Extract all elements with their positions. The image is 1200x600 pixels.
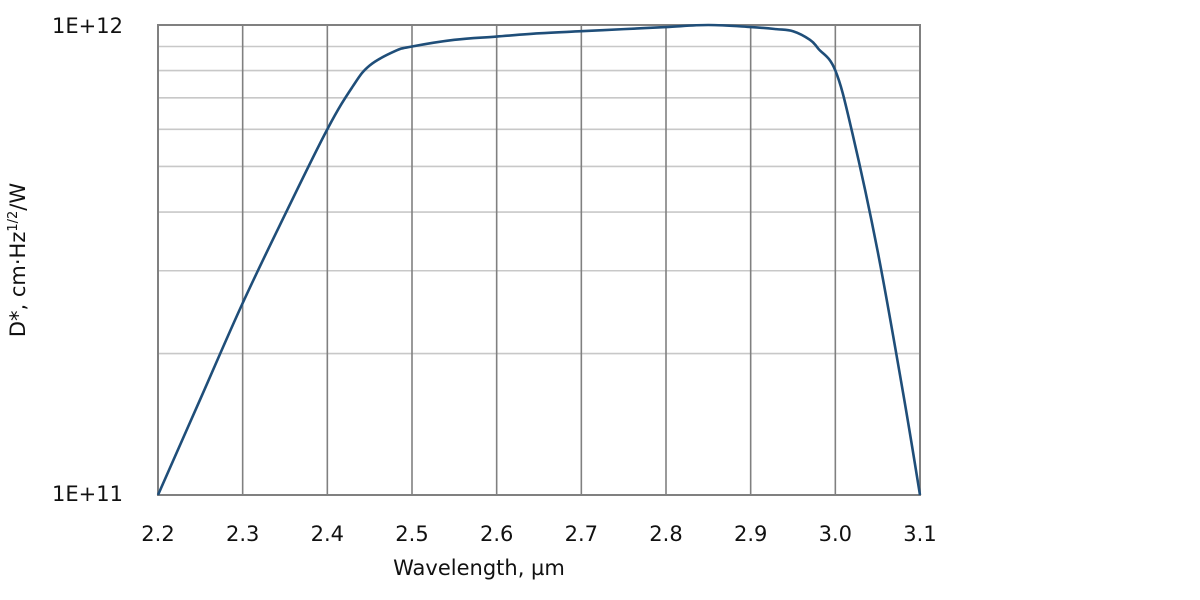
y-axis-label-exponent: 1/2 — [6, 210, 21, 232]
plot-frame — [157, 24, 921, 496]
x-tick-label: 2.5 — [395, 522, 429, 546]
x-tick-label: 3.1 — [903, 522, 937, 546]
x-tick-label: 2.9 — [733, 522, 768, 546]
x-tick-label: 2.8 — [649, 522, 683, 546]
y-axis-label: D*, cm·Hz1/2/W — [6, 183, 30, 337]
vertical-gridlines — [241, 25, 837, 495]
horizontal-gridlines — [158, 45, 920, 355]
x-axis-label: Wavelength, µm — [393, 556, 565, 580]
y-axis-label-main: D*, cm·Hz — [6, 231, 30, 338]
x-tick-label: 2.4 — [310, 522, 345, 546]
x-tick-label: 2.7 — [564, 522, 599, 546]
x-tick-label: 2.2 — [141, 522, 175, 546]
y-tick-bottom: 1E+11 — [52, 482, 123, 506]
x-tick-label: 2.6 — [479, 522, 514, 546]
x-tick-label: 3.0 — [818, 522, 853, 546]
d-star-curve — [156, 23, 922, 496]
x-tick-label: 2.3 — [225, 522, 260, 546]
y-tick-top: 1E+12 — [52, 14, 123, 38]
y-axis-label-unit: /W — [6, 182, 30, 211]
